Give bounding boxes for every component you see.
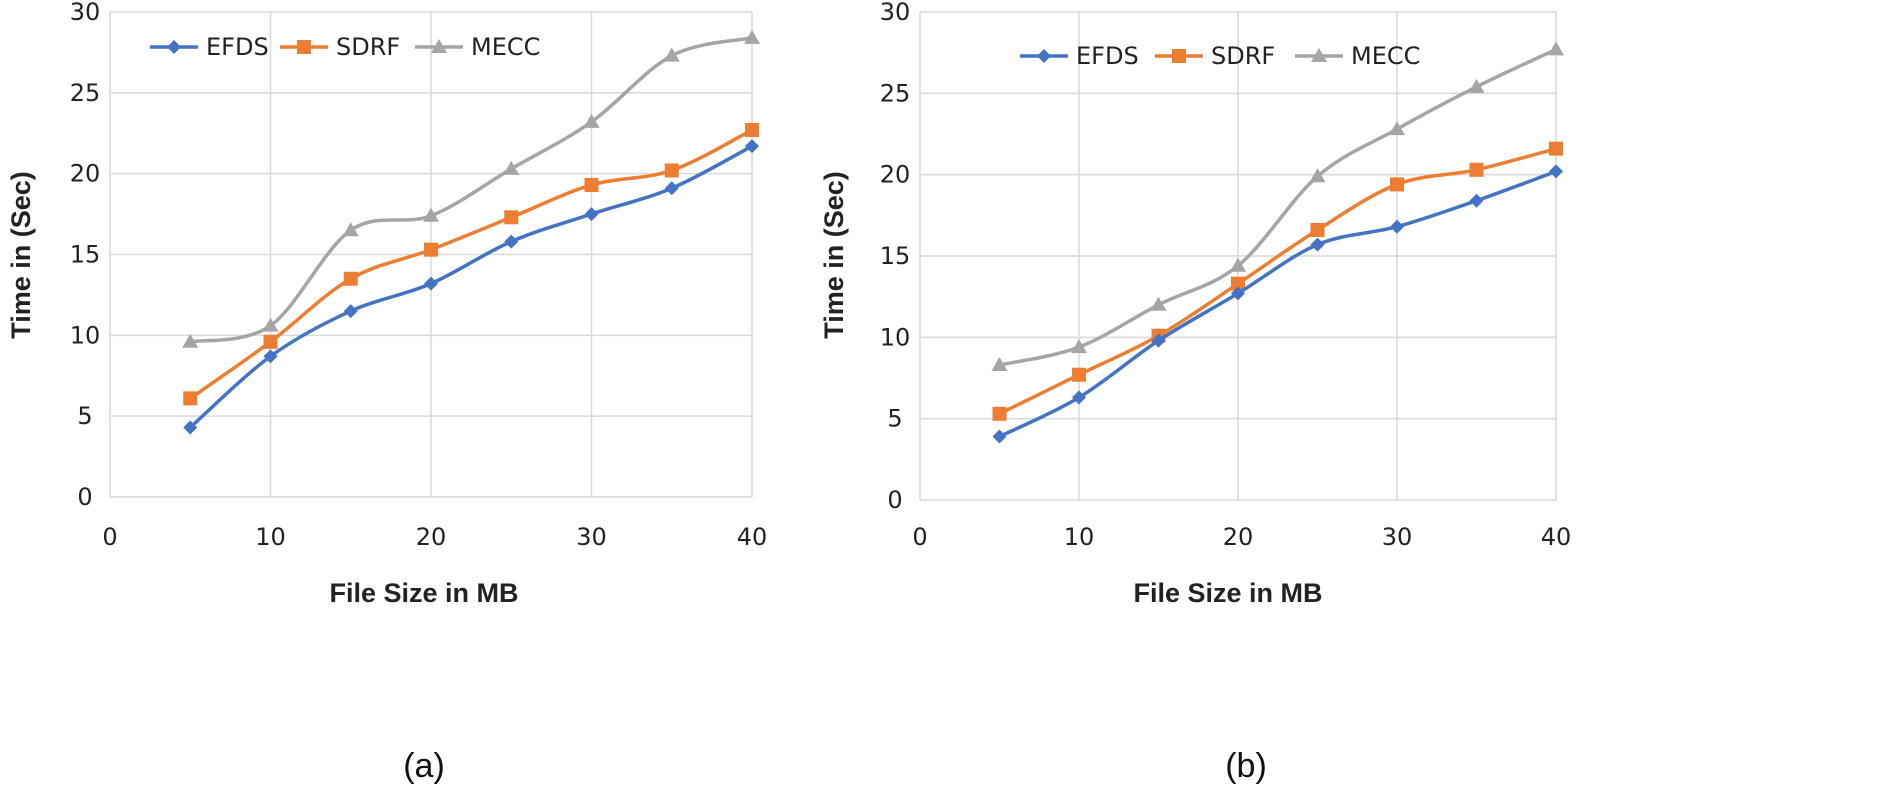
data-point-sdrf [1549,141,1563,156]
y-tick-label: 15 [880,242,911,270]
legend: EFDS SDRF MECC [1020,42,1420,70]
x-tick-label: 30 [576,523,607,551]
legend: EFDS SDRF MECC [150,33,540,61]
data-point-mecc [583,113,600,128]
y-tick-label: 5 [887,405,902,433]
data-point-efds [1549,164,1563,179]
data-point-mecc [423,207,439,222]
series-line-efds [998,169,1557,439]
data-point-sdrf [584,177,599,192]
y-tick-label: 15 [70,241,101,269]
data-point-efds [992,429,1007,444]
series-line-mecc [999,47,1557,367]
y-tick-label: 30 [70,0,101,26]
data-point-mecc [1548,41,1564,56]
data-point-mecc [744,29,760,44]
data-point-mecc [503,160,520,175]
chart-1: 0 5 10 15 20 25 30 0 10 20 30 40 EFDS SDRF MECC File Si… [819,0,1571,785]
x-tick-label: 0 [912,523,927,551]
legend-label-efds: EFDS [1076,42,1139,70]
x-axis-title: File Size in MB [329,578,518,608]
chart-0: 0 5 10 15 20 25 30 0 10 20 30 40 EFDS SDRF MECC File Si… [6,0,767,785]
x-tick-label: 30 [1382,523,1413,551]
data-point-mecc [342,222,359,237]
data-point-efds [745,139,759,154]
series-line-sdrf [998,146,1557,416]
data-point-mecc [991,356,1008,371]
x-tick-label: 40 [1541,523,1572,551]
legend-marker-sdrf [297,40,311,54]
data-point-mecc [1150,296,1167,311]
y-axis-title: Time in (Sec) [819,171,849,339]
y-tick-label: 0 [887,486,902,514]
legend-marker-mecc [431,39,447,53]
y-tick-label: 5 [77,402,92,430]
data-point-efds [1469,193,1484,208]
legend-marker-efds [167,40,181,54]
data-point-mecc [182,333,199,348]
legend-label-mecc: MECC [471,33,540,61]
y-tick-label: 20 [880,161,911,189]
data-point-sdrf [504,210,519,225]
data-point-sdrf [263,334,278,349]
legend-label-sdrf: SDRF [1211,42,1275,70]
x-tick-label: 20 [1223,523,1254,551]
y-tick-label: 10 [880,323,911,351]
x-tick-label: 0 [102,523,117,551]
x-tick-label: 10 [255,523,286,551]
data-point-sdrf [424,242,438,257]
data-point-sdrf [1310,222,1325,237]
x-axis-title: File Size in MB [1133,578,1322,608]
data-point-mecc [1230,257,1246,272]
series-line-mecc [189,36,753,344]
data-point-mecc [1389,121,1405,136]
data-point-efds [1151,333,1166,348]
y-tick-label: 25 [880,79,911,107]
y-tick-label: 10 [70,321,101,349]
data-point-efds [1231,286,1245,301]
legend-marker-mecc [1311,48,1327,62]
data-point-efds [343,304,358,319]
y-tick-label: 0 [77,483,92,511]
data-point-sdrf [1072,367,1086,382]
panel-caption: (a) [403,747,445,785]
data-point-sdrf [1469,162,1484,177]
data-point-sdrf [992,406,1007,421]
data-point-efds [183,420,198,435]
data-point-sdrf [1231,276,1245,291]
data-point-sdrf [183,391,198,406]
y-tick-label: 20 [70,160,101,188]
legend-marker-sdrf [1172,49,1186,63]
data-point-efds [584,207,599,222]
x-tick-label: 40 [737,523,768,551]
data-point-mecc [663,47,680,62]
data-point-mecc [1309,168,1326,183]
data-point-sdrf [745,123,759,138]
x-tick-label: 20 [416,523,447,551]
legend-label-mecc: MECC [1351,42,1420,70]
data-point-efds [424,276,438,291]
panel-caption: (b) [1225,747,1267,785]
data-point-efds [504,234,519,249]
data-point-efds [664,181,679,196]
x-tick-label: 10 [1064,523,1095,551]
legend-label-efds: EFDS [206,33,269,61]
y-axis-title: Time in (Sec) [6,171,36,339]
data-point-sdrf [343,271,358,286]
data-point-efds [1072,390,1086,405]
y-tick-label: 30 [880,0,911,26]
y-tick-label: 25 [70,79,101,107]
data-point-efds [263,349,278,364]
data-point-sdrf [1390,177,1404,192]
data-point-efds [1390,219,1404,234]
data-point-sdrf [664,163,679,178]
data-point-mecc [262,317,279,332]
legend-label-sdrf: SDRF [336,33,400,61]
legend-marker-efds [1037,49,1051,63]
data-point-mecc [1071,339,1087,354]
data-point-efds [1310,237,1325,252]
data-point-mecc [1468,78,1485,93]
series-line-sdrf [189,128,753,400]
